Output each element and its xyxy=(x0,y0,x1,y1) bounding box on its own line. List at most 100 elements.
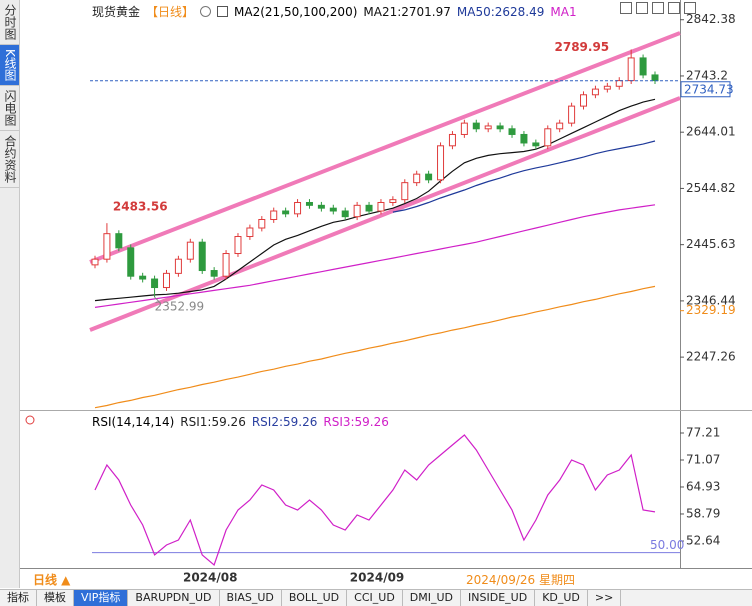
candle-body xyxy=(353,204,361,218)
rsi-line xyxy=(94,434,656,567)
candle-body xyxy=(174,258,182,274)
chart-header: 现货黄金 【日线】 MA2(21,50,100,200) MA21:2701.9… xyxy=(92,3,577,20)
candle-body xyxy=(282,210,290,215)
ma-line xyxy=(392,140,656,213)
candle-body xyxy=(151,278,159,289)
toolbar-tab[interactable]: BARUPDN_UD xyxy=(128,590,220,606)
toolbar-tab[interactable]: BIAS_UD xyxy=(220,590,282,606)
candle-body xyxy=(460,122,468,135)
candle-body xyxy=(139,275,147,280)
add-icon[interactable] xyxy=(200,6,212,17)
candle-body xyxy=(448,133,456,147)
candle-body xyxy=(389,199,397,203)
ma-line xyxy=(94,285,656,409)
period[interactable]: 【日线】 xyxy=(146,5,195,19)
candle-body xyxy=(425,173,433,181)
candle-body xyxy=(568,105,576,124)
candle-body xyxy=(615,80,623,87)
sidebar-tab[interactable]: 分时图 xyxy=(0,0,19,45)
plot-layer: 2842.38 2743.2 2644.01 2544.82 2445.63 2346.4… xyxy=(90,12,736,585)
candle-body xyxy=(544,128,552,147)
high-label: 2789.95 xyxy=(555,40,610,54)
candle-body xyxy=(341,210,349,218)
sidebar-tab[interactable]: 合约资料 xyxy=(0,131,19,188)
ma-last-label: 2329.19 xyxy=(686,303,736,317)
legend-entry: RSI1:59.26 xyxy=(180,415,246,429)
sidebar: 分时图 K线图 闪电图 合约资料 xyxy=(0,0,20,588)
candle-body xyxy=(532,142,540,147)
last-price-label: 2734.73 xyxy=(684,82,734,96)
icon[interactable] xyxy=(652,2,664,14)
candle-body xyxy=(520,133,528,144)
legend-entry: MA21:2701.97 xyxy=(363,4,451,19)
icon[interactable] xyxy=(668,2,680,14)
toolbar-tab[interactable]: DMI_UD xyxy=(403,590,462,606)
y-tick-label: 58.79 xyxy=(686,506,720,520)
candle-body xyxy=(603,85,611,90)
rsi-note: RSI2:59.26 xyxy=(251,415,318,429)
symbol: 现货黄金 xyxy=(92,5,141,19)
candle-body xyxy=(508,128,516,135)
rsi-icon[interactable] xyxy=(25,415,35,425)
chart: 2842.38 2743.2 2644.01 2544.82 2445.63 2346.4… xyxy=(20,0,752,585)
x-tick-label: 2024/09 xyxy=(350,571,404,585)
toolbar-tab[interactable]: CCI_UD xyxy=(347,590,403,606)
candle-body xyxy=(496,125,504,130)
candle-body xyxy=(305,201,313,206)
candle-body xyxy=(484,125,492,130)
candle-body xyxy=(222,253,230,277)
candle-body xyxy=(115,233,123,249)
candle-body xyxy=(413,173,421,184)
price-box xyxy=(680,81,731,98)
y-tick-label: 2743.2 xyxy=(686,68,728,82)
toolbar-tab[interactable]: INSIDE_UD xyxy=(461,590,536,606)
icon[interactable] xyxy=(684,2,696,14)
ma-line xyxy=(94,204,656,308)
candle-body xyxy=(639,57,647,76)
toolbar: 指标 模板 VIP指标 BARUPDN_UD BIAS_UD BOLL_UD CCI_UD D… xyxy=(0,589,752,606)
candle-body xyxy=(270,210,278,221)
candle-body xyxy=(210,270,218,277)
candle-body xyxy=(627,57,635,82)
candle-body xyxy=(91,258,99,266)
candle-body xyxy=(258,219,266,229)
sidebar-tab[interactable]: 闪电图 xyxy=(0,86,19,131)
rsi-header: RSI(14,14,14) RSI1:59.26 RSI2:59.26 RSI3… xyxy=(92,415,389,429)
y-tick-label: 2346.44 xyxy=(686,293,736,307)
window-icons xyxy=(620,2,696,14)
y-tick-label: 2842.38 xyxy=(686,12,736,26)
candle-body xyxy=(294,201,302,215)
candle-body xyxy=(472,122,480,130)
toolbar-tab[interactable]: VIP指标 xyxy=(74,590,129,606)
candle-body xyxy=(234,236,242,255)
icon[interactable] xyxy=(620,2,632,14)
toolbar-tab[interactable]: 模板 xyxy=(37,590,74,606)
cursor-date: 2024/09/26 星期四 xyxy=(466,573,575,587)
toolbar-tab[interactable]: BOLL_UD xyxy=(282,590,348,606)
candle-body xyxy=(401,182,409,201)
y-tick-label: 2644.01 xyxy=(686,125,736,139)
sidebar-tab[interactable]: K线图 xyxy=(0,45,19,86)
toolbar-tab[interactable]: >> xyxy=(588,590,622,606)
reference-label: 50.00 xyxy=(650,538,684,552)
x-tick-label: 2024/08 xyxy=(183,571,237,585)
candle-body xyxy=(365,204,373,212)
high-label: 2483.56 xyxy=(113,200,168,214)
candle-body xyxy=(162,272,170,289)
settings-icon[interactable] xyxy=(217,6,229,17)
candle-body xyxy=(329,207,337,212)
period-button[interactable]: 日线 ▲ xyxy=(33,573,71,587)
toolbar-tab[interactable]: 指标 xyxy=(0,590,37,606)
icon[interactable] xyxy=(636,2,648,14)
legend-entry: MA50:2628.49 xyxy=(456,4,545,19)
candle-body xyxy=(103,233,111,260)
rsi-note: RSI3:59.26 xyxy=(323,415,389,429)
y-tick-label: 77.21 xyxy=(686,426,720,440)
candle-body xyxy=(186,241,194,260)
ma-line xyxy=(94,98,656,302)
candle-body xyxy=(127,247,135,277)
toolbar-tab[interactable]: KD_UD xyxy=(535,590,588,606)
candle-body xyxy=(580,94,588,107)
candle-body xyxy=(198,241,206,272)
